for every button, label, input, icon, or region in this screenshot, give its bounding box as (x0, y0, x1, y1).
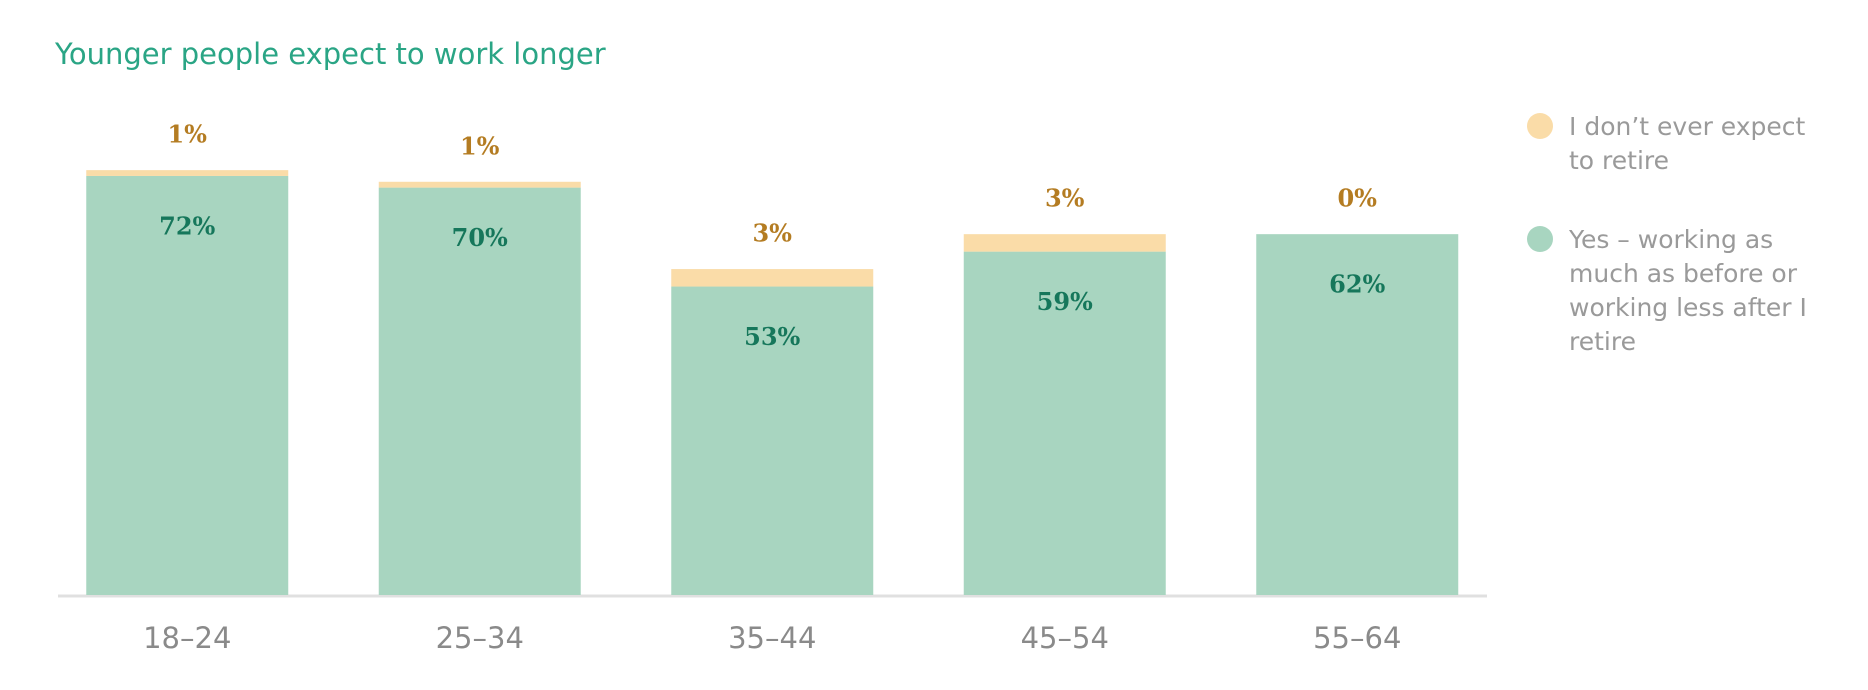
bar-segment (671, 269, 874, 287)
x-tick-label: 55–64 (1313, 621, 1401, 655)
bar-segment (963, 251, 1166, 595)
bar-segment (1256, 234, 1459, 595)
legend-swatch (1527, 226, 1553, 252)
legend-label: Yes – working as much as before or worki… (1569, 225, 1807, 356)
value-label: 1% (167, 120, 207, 149)
value-label: 3% (752, 219, 792, 248)
value-label: 72% (159, 211, 215, 240)
x-tick-label: 45–54 (1021, 621, 1109, 655)
value-label: 3% (1045, 184, 1085, 213)
legend-label: I don’t ever expect to retire (1569, 112, 1806, 175)
legend-item: Yes – working as much as before or worki… (1527, 223, 1847, 359)
bar-segment (378, 181, 581, 188)
value-label: 0% (1337, 184, 1377, 213)
legend-item: I don’t ever expect to retire (1527, 110, 1847, 178)
value-label: 1% (460, 131, 500, 160)
x-tick-label: 25–34 (436, 621, 524, 655)
chart-title: Younger people expect to work longer (54, 37, 606, 71)
x-tick-label: 35–44 (728, 621, 816, 655)
value-label: 53% (744, 322, 800, 351)
bar-segment (86, 175, 289, 595)
value-label: 62% (1329, 270, 1385, 299)
value-label: 59% (1037, 287, 1093, 316)
bar-segment (86, 170, 289, 176)
bar-segment (963, 234, 1166, 252)
bar-segment (378, 187, 581, 595)
bar-segment (671, 286, 874, 595)
value-label: 70% (452, 223, 508, 252)
legend-swatch (1527, 113, 1553, 139)
x-tick-label: 18–24 (143, 621, 231, 655)
